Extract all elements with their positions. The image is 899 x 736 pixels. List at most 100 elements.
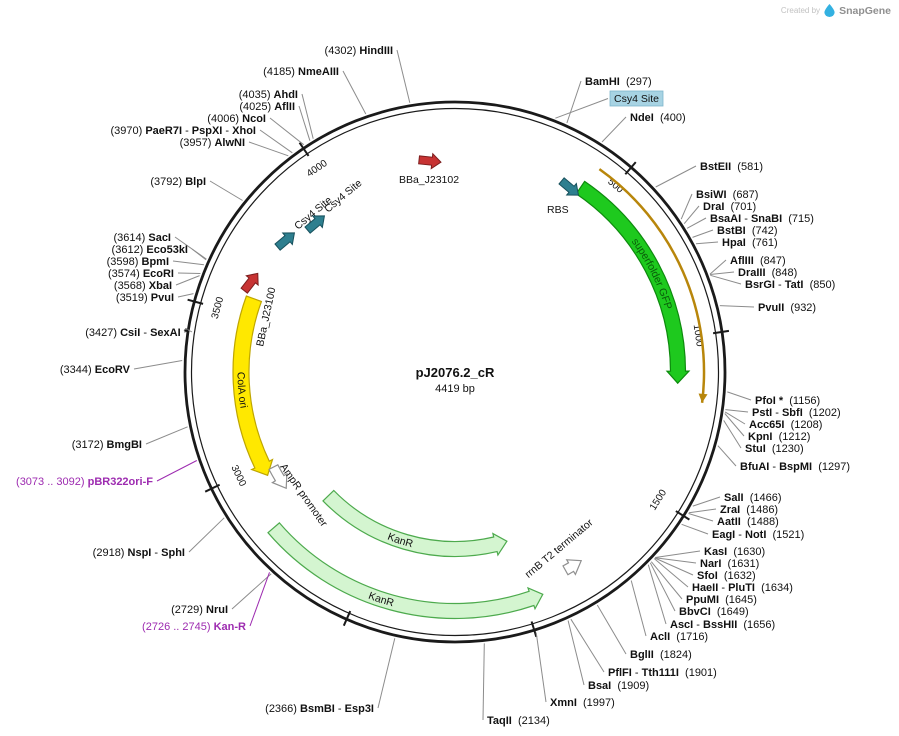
site-label-bmgbi[interactable]: (3172) BmgBI <box>72 439 142 451</box>
marker-rbs[interactable]: RBS <box>547 175 583 216</box>
site-label-eco53ki[interactable]: (3612) Eco53kI <box>112 244 188 256</box>
site-label-bpmi[interactable]: (3598) BpmI <box>107 256 169 268</box>
highlight-label: Csy4 Site <box>614 93 659 105</box>
site-label-bstbi[interactable]: BstBI (742) <box>717 225 778 237</box>
highlighted-site-csy4-site[interactable]: Csy4 Site <box>609 90 664 107</box>
site-label-bfuai[interactable]: BfuAI - BspMI (1297) <box>740 461 850 473</box>
marker-arrow-csy4-site[interactable] <box>303 210 329 236</box>
site-label-bamhi[interactable]: BamHI (297) <box>585 76 652 88</box>
leader-line-pvuii <box>719 305 755 308</box>
feature-kanr[interactable]: KanR <box>267 522 544 620</box>
site-label-ndei[interactable]: NdeI (400) <box>630 112 686 124</box>
site-label-psti[interactable]: PstI - SbfI (1202) <box>752 407 841 419</box>
leader-line-bpmi <box>172 260 204 266</box>
feature-rrnb-t2-terminator[interactable]: rrnB T2 terminator <box>523 516 596 580</box>
site-label-bbvci[interactable]: BbvCI (1649) <box>679 606 749 618</box>
feature-arrow-ampr-promoter[interactable] <box>268 463 288 490</box>
feature-cola-ori[interactable]: ColA ori <box>232 285 274 492</box>
site-label-acli[interactable]: AclI (1716) <box>650 631 708 643</box>
tick-3500 <box>187 298 204 305</box>
leader-line-bmgbi <box>145 426 188 445</box>
site-labels: (4302) HindIII(4185) NmeAIII(4035) AhdI(… <box>16 45 850 727</box>
tick-1000 <box>712 329 730 335</box>
site-label-drai[interactable]: DraI (701) <box>703 201 756 213</box>
site-label-taqii[interactable]: TaqII (2134) <box>487 715 550 727</box>
site-label-pvui[interactable]: (3519) PvuI <box>116 292 174 304</box>
site-label-bsai[interactable]: BsaI (1909) <box>588 680 649 692</box>
site-label-pflfi[interactable]: PflFI - Tth111I (1901) <box>608 667 717 679</box>
feature-arrow-cola-ori[interactable] <box>232 295 274 477</box>
site-label-xbai[interactable]: (3568) XbaI <box>114 280 172 292</box>
site-label-kan-r[interactable]: (2726 .. 2745) Kan-R <box>142 621 246 633</box>
site-label-ecori[interactable]: (3574) EcoRI <box>108 268 174 280</box>
site-label-haeii[interactable]: HaeII - PluTI (1634) <box>692 582 793 594</box>
backbone-rings <box>183 100 727 644</box>
site-label-bsrgi[interactable]: BsrGI - TatI (850) <box>745 279 835 291</box>
feature-arrow-kanr[interactable] <box>322 489 508 558</box>
site-label-hindiii[interactable]: (4302) HindIII <box>325 45 393 57</box>
site-label-acc65i[interactable]: Acc65I (1208) <box>749 419 822 431</box>
tick-label-3000: 3000 <box>228 464 248 489</box>
site-label-pvuii[interactable]: PvuII (932) <box>758 302 816 314</box>
site-label-nari[interactable]: NarI (1631) <box>700 558 759 570</box>
leader-line-bsiwi <box>680 193 693 220</box>
marker-arrow-rbs[interactable] <box>557 175 583 201</box>
site-label-nmeaiii[interactable]: (4185) NmeAIII <box>263 66 339 78</box>
site-label-sfoi[interactable]: SfoI (1632) <box>697 570 756 582</box>
site-label-saci[interactable]: (3614) SacI <box>114 232 172 244</box>
site-label-afliii[interactable]: AflIII (847) <box>730 255 786 267</box>
site-label-aatii[interactable]: AatII (1488) <box>717 516 779 528</box>
site-label-alwni[interactable]: (3957) AlwNI <box>180 137 245 149</box>
feature-gfp-span-arc[interactable] <box>598 168 708 403</box>
site-label-csii[interactable]: (3427) CsiI - SexAI * <box>85 327 188 339</box>
site-label-hpai[interactable]: HpaI (761) <box>722 237 778 249</box>
marker-bba-j23102[interactable]: BBa_J23102 <box>399 152 459 186</box>
feature-ampr-promoter[interactable]: AmpR promoter <box>268 461 330 529</box>
leader-line-bsrgi <box>710 274 742 285</box>
site-label-ncoi[interactable]: (4006) NcoI <box>207 113 266 125</box>
leader-line-bstbi <box>692 229 714 238</box>
site-label-pfoi[interactable]: PfoI * (1156) <box>755 395 820 407</box>
leader-line-ahdi <box>301 93 314 139</box>
site-label-kasi[interactable]: KasI (1630) <box>704 546 765 558</box>
leader-line-csii <box>185 327 193 333</box>
site-label-draiii[interactable]: DraIII (848) <box>738 267 797 279</box>
site-label-pbr322ori-f[interactable]: (3073 .. 3092) pBR322ori-F <box>16 476 153 488</box>
site-label-bsiwi[interactable]: BsiWI (687) <box>696 189 758 201</box>
site-label-ecorv[interactable]: (3344) EcoRV <box>60 364 131 376</box>
feature-kanr[interactable]: KanR <box>322 489 508 558</box>
site-label-nspi[interactable]: (2918) NspI - SphI <box>93 547 185 559</box>
site-label-bsmbi[interactable]: (2366) BsmBI - Esp3I <box>265 703 374 715</box>
site-label-kpni[interactable]: KpnI (1212) <box>748 431 810 443</box>
site-label-xmni[interactable]: XmnI (1997) <box>550 697 615 709</box>
leader-line-pfoi <box>727 391 752 401</box>
feature-arrow-kanr[interactable] <box>267 522 544 620</box>
marker-arrow-csy4-site[interactable] <box>273 227 299 253</box>
site-label-aflii[interactable]: (4025) AflII <box>239 101 295 113</box>
marker-arrow-bba-j23100[interactable] <box>238 269 263 296</box>
leader-line-hpai <box>695 241 719 245</box>
site-label-eagi[interactable]: EagI - NotI (1521) <box>712 529 804 541</box>
highlight-box[interactable] <box>609 90 664 107</box>
leader-line-nrui <box>231 573 272 610</box>
site-label-stui[interactable]: StuI (1230) <box>745 443 804 455</box>
leader-line-bsai <box>567 620 585 686</box>
marker-arrow-bba-j23102[interactable] <box>418 152 442 170</box>
site-label-bsteii[interactable]: BstEII (581) <box>700 161 763 173</box>
site-label-paer7i[interactable]: (3970) PaeR7I - PspXI - XhoI <box>110 125 256 137</box>
site-label-bglii[interactable]: BglII (1824) <box>630 649 692 661</box>
leader-line-bsmbi <box>377 638 396 709</box>
site-label-asci[interactable]: AscI - BssHII (1656) <box>670 619 775 631</box>
leader-line-sali <box>692 496 721 507</box>
site-label-sali[interactable]: SalI (1466) <box>724 492 782 504</box>
site-label-blpi[interactable]: (3792) BlpI <box>150 176 206 188</box>
site-label-ppumi[interactable]: PpuMI (1645) <box>686 594 757 606</box>
site-label-nrui[interactable]: (2729) NruI <box>171 604 228 616</box>
feature-arrow-superfolder-gfp[interactable] <box>575 180 691 385</box>
leader-line-nmeaiii <box>342 70 367 115</box>
feature-arrow-rrnb-t2-terminator[interactable] <box>562 559 583 576</box>
site-label-bsaai[interactable]: BsaAI - SnaBI (715) <box>710 213 814 225</box>
site-label-zrai[interactable]: ZraI (1486) <box>720 504 778 516</box>
leader-line-acli <box>630 580 647 637</box>
site-label-ahdi[interactable]: (4035) AhdI <box>239 89 298 101</box>
